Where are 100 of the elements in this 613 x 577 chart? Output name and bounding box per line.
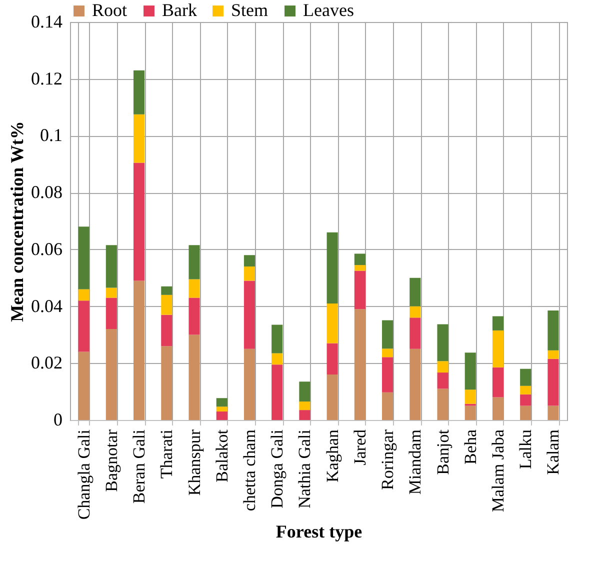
bar <box>326 303 338 344</box>
y-tick-label: 0.02 <box>31 352 62 373</box>
x-tick-label: Kaghan <box>322 429 342 482</box>
y-tick-label: 0.04 <box>31 296 62 316</box>
bar <box>106 288 117 298</box>
x-tick-label: Banjot <box>433 429 452 475</box>
bar <box>492 330 504 368</box>
x-tick-label: Roringar <box>378 429 398 490</box>
x-axis-title: Forest type <box>276 522 362 542</box>
bar <box>437 388 448 420</box>
bar <box>520 394 532 406</box>
bar <box>437 361 448 373</box>
bar <box>354 270 366 310</box>
bar <box>299 402 310 410</box>
bar <box>244 348 255 420</box>
bar <box>326 374 338 420</box>
bar <box>161 314 172 346</box>
bar <box>410 348 421 420</box>
bar <box>382 357 394 392</box>
y-tick-label: 0.06 <box>31 238 62 259</box>
y-axis-title: Mean concentration Wt% <box>7 121 27 322</box>
bar <box>382 392 394 420</box>
bar <box>299 410 310 420</box>
bar <box>299 382 310 402</box>
bar <box>272 364 283 420</box>
bar <box>354 254 366 266</box>
bar <box>78 289 90 301</box>
bar <box>548 406 559 420</box>
x-tick-label: Balakot <box>212 429 232 482</box>
legend-label: Root <box>92 0 128 20</box>
bar <box>106 329 117 420</box>
x-tick-label: Beran Gali <box>130 429 149 504</box>
bar <box>326 232 338 304</box>
x-tick-label: Changla Gali <box>74 429 94 520</box>
x-tick-label: Beha <box>460 429 480 464</box>
bar <box>188 279 200 298</box>
x-tick-label: Lalku <box>516 429 536 470</box>
bar <box>520 368 532 386</box>
bar <box>161 346 172 420</box>
bar <box>520 386 532 394</box>
bar <box>188 334 200 420</box>
bar <box>78 300 90 352</box>
y-tick-label: 0 <box>54 410 62 430</box>
x-tick-label: Donga Gali <box>268 429 287 508</box>
bar <box>244 255 255 266</box>
bar <box>492 316 504 330</box>
bar <box>464 390 476 404</box>
bar <box>410 306 421 318</box>
bar <box>410 278 421 306</box>
y-tick-label: 0.08 <box>31 182 62 202</box>
bar <box>492 367 504 398</box>
bar <box>354 265 366 271</box>
bar <box>437 372 448 389</box>
bar <box>437 324 448 362</box>
bar <box>134 280 145 420</box>
bar <box>134 70 145 114</box>
bar <box>464 352 476 390</box>
legend-label: Stem <box>231 0 268 20</box>
bar <box>244 266 255 281</box>
x-tick-label: Nathia Gali <box>295 429 314 508</box>
bar <box>188 245 200 280</box>
y-tick-label: 0.12 <box>31 68 62 88</box>
bar <box>78 226 90 290</box>
bar <box>216 406 228 412</box>
x-tick-label: Khanspur <box>184 429 204 496</box>
bar <box>188 298 200 335</box>
bar <box>134 162 145 281</box>
bar <box>382 320 394 349</box>
bar <box>326 343 338 375</box>
bar <box>244 280 255 349</box>
legend-label: Leaves <box>303 0 354 20</box>
bar <box>161 286 172 295</box>
bar <box>216 398 228 407</box>
bar <box>354 309 366 420</box>
x-tick-label: Tharati <box>157 429 176 479</box>
y-tick-label: 0.14 <box>31 12 62 32</box>
bar <box>216 411 228 420</box>
x-tick-label: Miandam <box>406 430 425 495</box>
bar <box>106 245 117 288</box>
x-tick-label: Bagnotar <box>102 429 121 492</box>
bar <box>272 353 283 365</box>
legend-label: Bark <box>162 0 197 20</box>
bar <box>161 294 172 315</box>
bar <box>548 310 559 350</box>
x-tick-label: Malam Jaba <box>488 429 508 512</box>
bar <box>520 406 532 420</box>
x-tick-label: Jared <box>350 429 370 466</box>
bar <box>410 318 421 349</box>
y-tick-label: 0.1 <box>40 125 62 146</box>
bar <box>492 397 504 420</box>
bar <box>382 348 394 358</box>
x-tick-label: Kalam <box>544 430 563 475</box>
bar <box>106 298 117 330</box>
bar <box>134 114 145 163</box>
x-tick-label: chetta cham <box>240 430 259 512</box>
bar <box>464 406 476 420</box>
bar <box>548 350 559 359</box>
bar <box>272 324 283 354</box>
bar <box>548 358 559 406</box>
bar <box>78 352 90 420</box>
